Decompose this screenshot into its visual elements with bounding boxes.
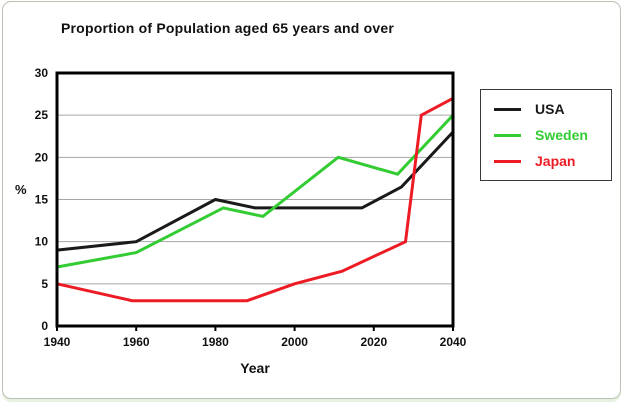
- y-axis-title: %: [15, 182, 27, 197]
- y-tick-label: 30: [35, 66, 49, 80]
- x-tick-label: 2000: [281, 335, 308, 349]
- y-tick-label: 10: [35, 235, 49, 249]
- x-tick-label: 1960: [123, 335, 150, 349]
- x-tick-label: 2020: [360, 335, 387, 349]
- y-tick-label: 25: [35, 108, 49, 122]
- legend-label-sweden: Sweden: [535, 127, 588, 143]
- x-axis-title: Year: [240, 360, 270, 376]
- plot-border: [55, 71, 455, 328]
- legend-item-japan: Japan: [481, 154, 611, 168]
- y-tick-label: 20: [35, 150, 49, 164]
- legend-label-usa: USA: [535, 101, 565, 117]
- legend-box: USA Sweden Japan: [480, 89, 612, 181]
- japan-line-swatch: [494, 159, 521, 163]
- x-tick-label: 1940: [44, 335, 71, 349]
- legend-item-usa: USA: [481, 102, 611, 116]
- y-tick-label: 15: [35, 193, 49, 207]
- y-tick-label: 0: [41, 319, 48, 333]
- series-line-sweden: [56, 114, 455, 269]
- series-line-japan: [56, 96, 454, 303]
- y-tick-label: 5: [41, 277, 48, 291]
- usa-line-swatch: [494, 107, 521, 111]
- series-line-usa: [56, 130, 455, 252]
- legend-label-japan: Japan: [535, 153, 576, 169]
- x-tick-label: 2040: [440, 335, 467, 349]
- sweden-line-swatch: [494, 133, 521, 137]
- chart-title: Proportion of Population aged 65 years a…: [61, 20, 395, 36]
- legend-item-sweden: Sweden: [481, 128, 611, 142]
- x-tick-label: 1980: [202, 335, 229, 349]
